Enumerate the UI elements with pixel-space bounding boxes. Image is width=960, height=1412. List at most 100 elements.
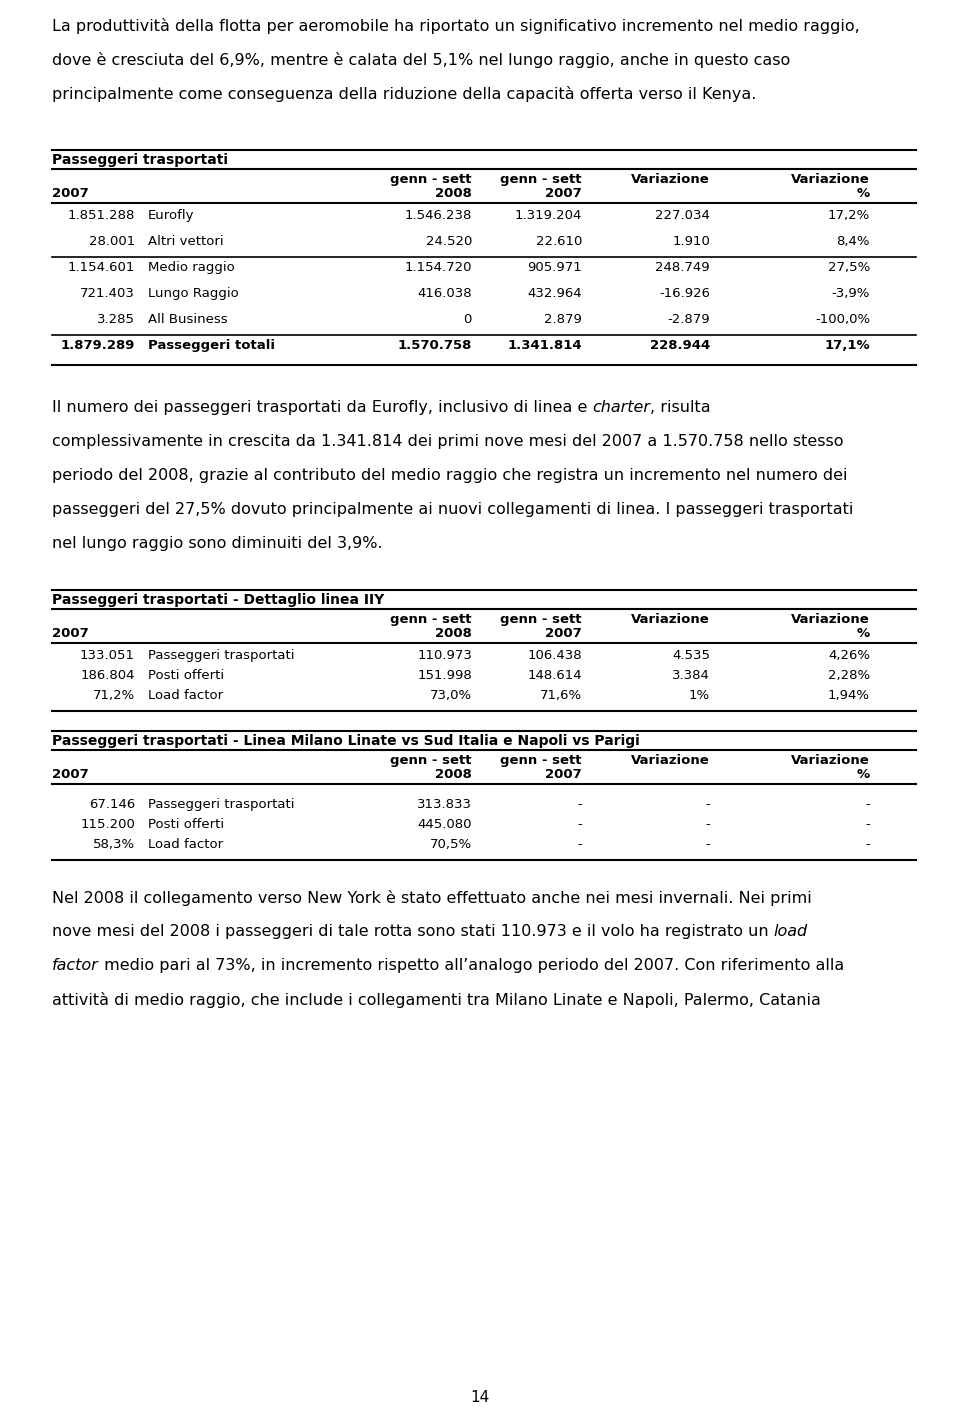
Text: -: - (706, 837, 710, 851)
Text: -3,9%: -3,9% (831, 287, 870, 299)
Text: -: - (706, 798, 710, 810)
Text: genn - sett: genn - sett (391, 174, 472, 186)
Text: -: - (865, 837, 870, 851)
Text: %: % (857, 768, 870, 781)
Text: 151.998: 151.998 (418, 669, 472, 682)
Text: periodo del 2008, grazie al contributo del medio raggio che registra un incremen: periodo del 2008, grazie al contributo d… (52, 467, 848, 483)
Text: 2007: 2007 (545, 768, 582, 781)
Text: 2008: 2008 (435, 186, 472, 201)
Text: 22.610: 22.610 (536, 234, 582, 249)
Text: 148.614: 148.614 (527, 669, 582, 682)
Text: 313.833: 313.833 (417, 798, 472, 810)
Text: -: - (865, 798, 870, 810)
Text: 1.154.601: 1.154.601 (67, 261, 135, 274)
Text: 1.879.289: 1.879.289 (60, 339, 135, 352)
Text: 24.520: 24.520 (425, 234, 472, 249)
Text: nel lungo raggio sono diminuiti del 3,9%.: nel lungo raggio sono diminuiti del 3,9%… (52, 537, 383, 551)
Text: Passeggeri trasportati - Dettaglio linea IIY: Passeggeri trasportati - Dettaglio linea… (52, 593, 384, 607)
Text: 1.154.720: 1.154.720 (404, 261, 472, 274)
Text: 227.034: 227.034 (655, 209, 710, 222)
Text: Passeggeri trasportati: Passeggeri trasportati (52, 152, 228, 167)
Text: principalmente come conseguenza della riduzione della capacità offerta verso il : principalmente come conseguenza della ri… (52, 86, 756, 102)
Text: genn - sett: genn - sett (391, 754, 472, 767)
Text: genn - sett: genn - sett (500, 174, 582, 186)
Text: 1.570.758: 1.570.758 (397, 339, 472, 352)
Text: 432.964: 432.964 (527, 287, 582, 299)
Text: -: - (706, 818, 710, 832)
Text: Passeggeri totali: Passeggeri totali (148, 339, 275, 352)
Text: Load factor: Load factor (148, 689, 223, 702)
Text: 1.319.204: 1.319.204 (515, 209, 582, 222)
Text: 14: 14 (470, 1389, 490, 1405)
Text: 27,5%: 27,5% (828, 261, 870, 274)
Text: 133.051: 133.051 (80, 650, 135, 662)
Text: All Business: All Business (148, 313, 228, 326)
Text: -: - (865, 818, 870, 832)
Text: Variazione: Variazione (791, 754, 870, 767)
Text: 445.080: 445.080 (418, 818, 472, 832)
Text: 71,2%: 71,2% (93, 689, 135, 702)
Text: Nel 2008 il collegamento verso New York è stato effettuato anche nei mesi invern: Nel 2008 il collegamento verso New York … (52, 890, 812, 907)
Text: 110.973: 110.973 (418, 650, 472, 662)
Text: 248.749: 248.749 (656, 261, 710, 274)
Text: genn - sett: genn - sett (500, 613, 582, 626)
Text: 115.200: 115.200 (80, 818, 135, 832)
Text: dove è cresciuta del 6,9%, mentre è calata del 5,1% nel lungo raggio, anche in q: dove è cresciuta del 6,9%, mentre è cala… (52, 52, 790, 68)
Text: 8,4%: 8,4% (836, 234, 870, 249)
Text: 721.403: 721.403 (80, 287, 135, 299)
Text: nove mesi del 2008 i passeggeri di tale rotta sono stati 110.973 e il volo ha re: nove mesi del 2008 i passeggeri di tale … (52, 923, 774, 939)
Text: -: - (577, 837, 582, 851)
Text: 2.879: 2.879 (544, 313, 582, 326)
Text: 905.971: 905.971 (527, 261, 582, 274)
Text: 416.038: 416.038 (418, 287, 472, 299)
Text: 73,0%: 73,0% (430, 689, 472, 702)
Text: attività di medio raggio, che include i collegamenti tra Milano Linate e Napoli,: attività di medio raggio, che include i … (52, 993, 821, 1008)
Text: %: % (857, 627, 870, 640)
Text: Il numero dei passeggeri trasportati da Eurofly, inclusivo di linea e: Il numero dei passeggeri trasportati da … (52, 400, 592, 415)
Text: La produttività della flotta per aeromobile ha riportato un significativo increm: La produttività della flotta per aeromob… (52, 18, 860, 34)
Text: Altri vettori: Altri vettori (148, 234, 224, 249)
Text: 1,94%: 1,94% (828, 689, 870, 702)
Text: Variazione: Variazione (791, 613, 870, 626)
Text: 2007: 2007 (545, 627, 582, 640)
Text: 1%: 1% (689, 689, 710, 702)
Text: -100,0%: -100,0% (815, 313, 870, 326)
Text: 4.535: 4.535 (672, 650, 710, 662)
Text: 2,28%: 2,28% (828, 669, 870, 682)
Text: genn - sett: genn - sett (391, 613, 472, 626)
Text: Medio raggio: Medio raggio (148, 261, 235, 274)
Text: Variazione: Variazione (632, 754, 710, 767)
Text: genn - sett: genn - sett (500, 754, 582, 767)
Text: 28.001: 28.001 (88, 234, 135, 249)
Text: 1.851.288: 1.851.288 (67, 209, 135, 222)
Text: load: load (774, 923, 808, 939)
Text: Variazione: Variazione (791, 174, 870, 186)
Text: -2.879: -2.879 (667, 313, 710, 326)
Text: 228.944: 228.944 (650, 339, 710, 352)
Text: Passeggeri trasportati: Passeggeri trasportati (148, 798, 295, 810)
Text: 186.804: 186.804 (81, 669, 135, 682)
Text: -16.926: -16.926 (659, 287, 710, 299)
Text: Load factor: Load factor (148, 837, 223, 851)
Text: 2007: 2007 (52, 627, 88, 640)
Text: 2007: 2007 (52, 186, 88, 201)
Text: Lungo Raggio: Lungo Raggio (148, 287, 239, 299)
Text: 71,6%: 71,6% (540, 689, 582, 702)
Text: 1.910: 1.910 (672, 234, 710, 249)
Text: 3.384: 3.384 (672, 669, 710, 682)
Text: 2007: 2007 (545, 186, 582, 201)
Text: 70,5%: 70,5% (430, 837, 472, 851)
Text: medio pari al 73%, in incremento rispetto all’analogo periodo del 2007. Con rife: medio pari al 73%, in incremento rispett… (99, 957, 844, 973)
Text: -: - (577, 798, 582, 810)
Text: Posti offerti: Posti offerti (148, 818, 224, 832)
Text: 58,3%: 58,3% (93, 837, 135, 851)
Text: 2008: 2008 (435, 627, 472, 640)
Text: 4,26%: 4,26% (828, 650, 870, 662)
Text: Passeggeri trasportati - Linea Milano Linate vs Sud Italia e Napoli vs Parigi: Passeggeri trasportati - Linea Milano Li… (52, 734, 639, 748)
Text: Eurofly: Eurofly (148, 209, 195, 222)
Text: 3.285: 3.285 (97, 313, 135, 326)
Text: passeggeri del 27,5% dovuto principalmente ai nuovi collegamenti di linea. I pas: passeggeri del 27,5% dovuto principalmen… (52, 503, 853, 517)
Text: complessivamente in crescita da 1.341.814 dei primi nove mesi del 2007 a 1.570.7: complessivamente in crescita da 1.341.81… (52, 433, 844, 449)
Text: 1.341.814: 1.341.814 (508, 339, 582, 352)
Text: 2007: 2007 (52, 768, 88, 781)
